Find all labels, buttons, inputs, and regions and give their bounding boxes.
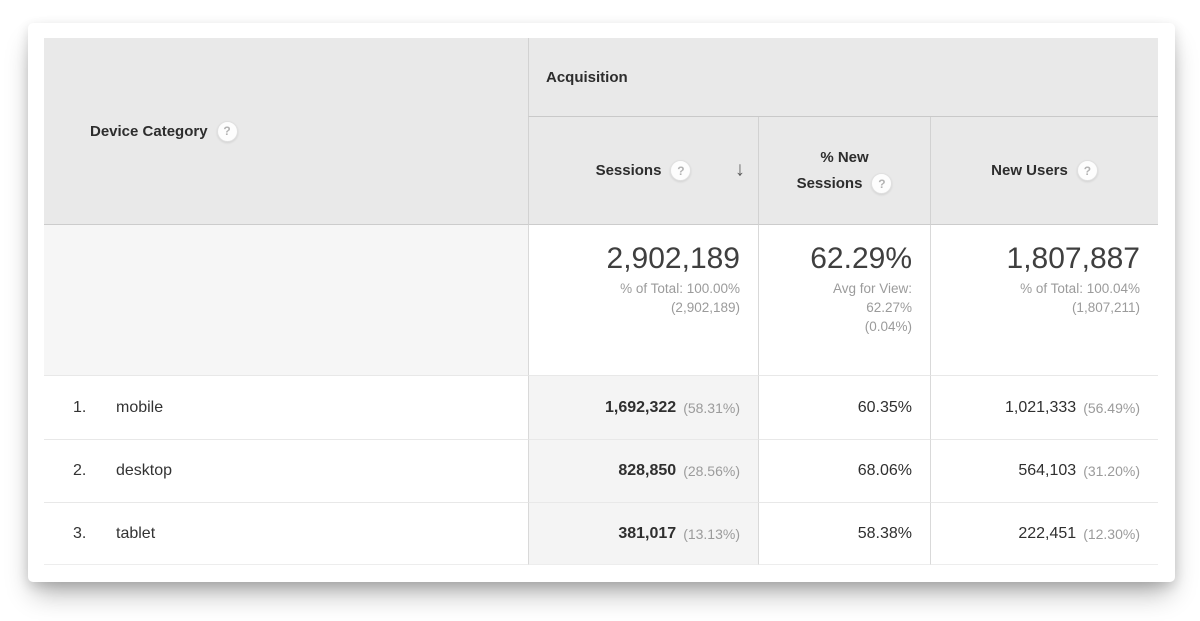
pct-new-sessions-value: 58.38% <box>857 524 912 542</box>
dimension-header-label: Device Category <box>90 122 208 140</box>
new-users-value: 222,451 <box>1018 524 1077 542</box>
pct-new-sessions-value: 60.35% <box>857 398 912 416</box>
new-users-pct: (12.30%) <box>1083 525 1140 542</box>
sessions-pct: (13.13%) <box>683 525 740 542</box>
summary-nu-line1: % of Total: 100.04% <box>1020 281 1140 296</box>
sessions-value-cell: 828,850 (28.56%) <box>528 439 758 502</box>
pct-new-sessions-value: 68.06% <box>857 462 912 479</box>
group-header-label: Acquisition <box>546 68 628 86</box>
summary-new-users-cell: 1,807,887 % of Total: 100.04% (1,807,211… <box>930 225 1158 375</box>
summary-sessions-line2: (2,902,189) <box>670 300 740 315</box>
summary-pns-line2: 62.27% <box>866 300 912 315</box>
summary-pns-line3: (0.04%) <box>864 319 912 334</box>
device-category-table: Device Category ? Acquisition Sessions ?… <box>44 38 1158 565</box>
sort-descending-icon[interactable]: ↓ <box>735 158 745 181</box>
help-icon[interactable]: ? <box>1076 160 1098 181</box>
new-users-value-cell: 564,103 (31.20%) <box>930 439 1158 502</box>
sessions-header-label: Sessions <box>595 162 662 179</box>
pct-new-sessions-header-text: % New Sessions <box>796 148 869 192</box>
pct-new-sessions-value-cell: 60.35% <box>758 375 930 439</box>
summary-sessions-cell: 2,902,189 % of Total: 100.00% (2,902,189… <box>528 225 758 375</box>
help-icon[interactable]: ? <box>216 120 238 142</box>
summary-sessions-line1: % of Total: 100.00% <box>620 281 740 296</box>
new-users-value-cell: 222,451 (12.30%) <box>930 502 1158 565</box>
device-name: desktop <box>116 462 173 479</box>
table-row-dimension: 2. desktop <box>44 439 528 502</box>
summary-new-users-total: 1,807,887 <box>1006 242 1140 275</box>
summary-pct-new-sessions-detail: Avg for View: 62.27% (0.04%) <box>759 279 912 336</box>
sessions-value-cell: 1,692,322 (58.31%) <box>528 375 758 439</box>
sessions-value: 381,017 <box>618 524 677 542</box>
column-header-sessions[interactable]: Sessions ? ↓ <box>528 117 758 225</box>
new-users-value: 564,103 <box>1018 462 1077 479</box>
table-row-dimension: 1. mobile <box>44 375 528 439</box>
pct-new-sessions-header-label: % New Sessions? <box>793 145 897 197</box>
summary-pct-new-sessions-avg: 62.29% <box>810 242 912 275</box>
new-users-value-cell: 1,021,333 (56.49%) <box>930 375 1158 439</box>
new-users-pct: (56.49%) <box>1083 399 1140 416</box>
column-header-pct-new-sessions[interactable]: % New Sessions? <box>758 117 930 225</box>
device-name: tablet <box>116 524 156 542</box>
pct-new-sessions-value-cell: 68.06% <box>758 439 930 502</box>
sessions-value: 828,850 <box>618 462 677 479</box>
new-users-pct: (31.20%) <box>1083 463 1140 479</box>
table-row-dimension: 3. tablet <box>44 502 528 565</box>
sessions-pct: (58.31%) <box>683 399 740 416</box>
pct-new-sessions-value-cell: 58.38% <box>758 502 930 565</box>
dimension-header-device-category[interactable]: Device Category ? <box>44 38 528 225</box>
summary-dimension-cell <box>44 225 528 375</box>
summary-new-users-pct-of-total: % of Total: 100.04% (1,807,211) <box>931 279 1140 317</box>
group-header-acquisition: Acquisition <box>528 38 1158 117</box>
row-rank: 2. <box>73 462 87 479</box>
sessions-value: 1,692,322 <box>605 398 677 416</box>
summary-nu-line2: (1,807,211) <box>1071 300 1140 315</box>
sessions-pct: (28.56%) <box>683 463 740 479</box>
help-icon[interactable]: ? <box>670 160 692 181</box>
sessions-value-cell: 381,017 (13.13%) <box>528 502 758 565</box>
summary-pns-line1: Avg for View: <box>832 281 912 296</box>
help-icon[interactable]: ? <box>871 173 893 195</box>
summary-sessions-pct-of-total: % of Total: 100.00% (2,902,189) <box>529 279 740 317</box>
summary-pct-new-sessions-cell: 62.29% Avg for View: 62.27% (0.04%) <box>758 225 930 375</box>
summary-sessions-total: 2,902,189 <box>606 242 740 275</box>
new-users-header-label: New Users <box>991 162 1068 179</box>
column-header-new-users[interactable]: New Users ? <box>930 117 1158 225</box>
device-name: mobile <box>116 398 164 416</box>
analytics-table-card: Device Category ? Acquisition Sessions ?… <box>28 23 1175 582</box>
row-rank: 3. <box>73 524 87 542</box>
row-rank: 1. <box>73 398 87 416</box>
new-users-value: 1,021,333 <box>1005 398 1077 416</box>
